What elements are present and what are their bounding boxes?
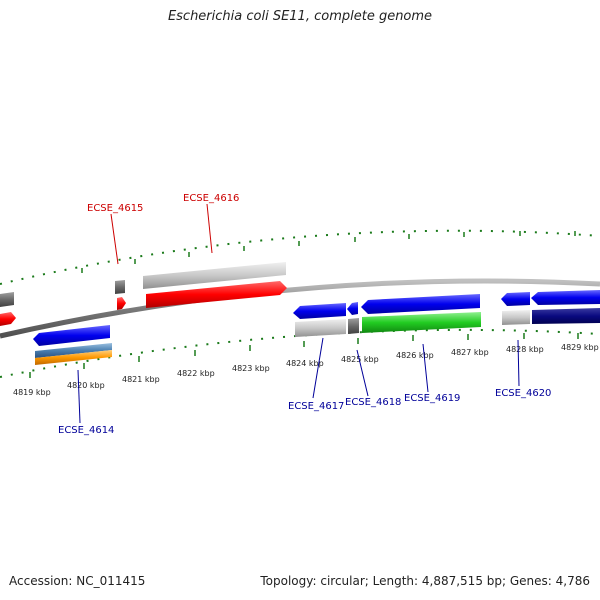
gene-label-ecse-4615[interactable]: ECSE_4615 (87, 203, 143, 214)
gene-label-ecse-4620[interactable]: ECSE_4620 (495, 388, 551, 399)
gene-feature[interactable] (502, 310, 530, 325)
gene-feature[interactable] (295, 319, 346, 337)
gene-feature[interactable] (0, 292, 14, 307)
gene-feature[interactable] (362, 312, 481, 333)
reverse-tick-ring (0, 328, 600, 378)
forward-features (0, 262, 287, 326)
gene-feature[interactable] (361, 294, 480, 314)
tick-label: 4827 kbp (451, 348, 489, 357)
tick-label: 4826 kbp (396, 351, 434, 360)
genome-stats-text: Topology: circular; Length: 4,887,515 bp… (260, 574, 590, 588)
gene-feature[interactable] (347, 302, 358, 315)
accession-text: Accession: NC_011415 (9, 574, 146, 588)
tick-label: 4823 kbp (232, 364, 270, 373)
reverse-features (33, 290, 600, 365)
gene-feature[interactable] (348, 318, 359, 334)
tick-label: 4829 kbp (561, 343, 599, 352)
gene-feature[interactable] (293, 303, 346, 319)
gene-label-ecse-4619[interactable]: ECSE_4619 (404, 393, 460, 404)
gene-label-ecse-4614[interactable]: ECSE_4614 (58, 425, 114, 436)
gene-feature[interactable] (531, 290, 600, 305)
map-title: Escherichia coli SE11, complete genome (167, 9, 433, 24)
gene-feature[interactable] (33, 325, 110, 346)
gene-labels: ECSE_4615 ECSE_4616 ECSE_4614 ECSE_4617 … (58, 193, 551, 436)
gene-feature[interactable] (146, 281, 287, 308)
forward-tick-ring (0, 229, 600, 285)
gene-feature[interactable] (0, 312, 16, 326)
tick-label: 4821 kbp (122, 375, 160, 384)
gene-feature[interactable] (532, 308, 600, 324)
tick-label: 4820 kbp (67, 381, 105, 390)
genome-backbone (0, 278, 600, 339)
gene-feature[interactable] (115, 280, 125, 294)
gene-feature[interactable] (35, 343, 112, 358)
gene-label-ecse-4618[interactable]: ECSE_4618 (345, 397, 401, 408)
gene-label-ecse-4616[interactable]: ECSE_4616 (183, 193, 239, 204)
tick-label: 4828 kbp (506, 345, 544, 354)
tick-label: 4824 kbp (286, 359, 324, 368)
gene-leader-lines (77, 203, 520, 424)
gene-label-ecse-4617[interactable]: ECSE_4617 (288, 401, 344, 412)
gene-feature[interactable] (117, 297, 126, 310)
gene-feature[interactable] (35, 350, 112, 365)
kbp-tick-labels: 4819 kbp 4820 kbp 4821 kbp 4822 kbp 4823… (13, 343, 599, 397)
gene-feature[interactable] (501, 292, 530, 306)
gene-feature[interactable] (143, 262, 286, 289)
tick-label: 4825 kbp (341, 355, 379, 364)
tick-label: 4819 kbp (13, 388, 51, 397)
tick-label: 4822 kbp (177, 369, 215, 378)
